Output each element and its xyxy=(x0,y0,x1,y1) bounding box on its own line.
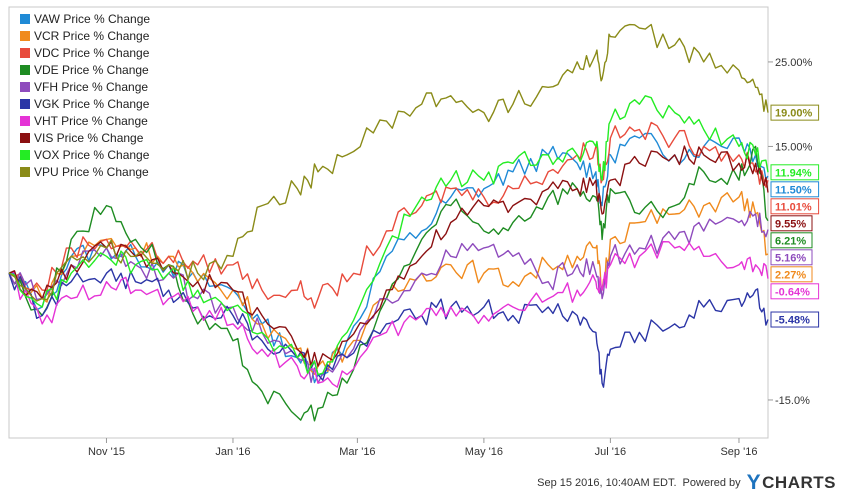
legend-swatch xyxy=(20,14,30,24)
legend-swatch xyxy=(20,99,30,109)
legend-swatch xyxy=(20,133,30,143)
end-label-vox: 11.94% xyxy=(770,164,820,181)
end-label-text: 11.50% xyxy=(775,184,812,196)
legend-item-vcr: VCR Price % Change xyxy=(20,29,150,43)
end-label-box xyxy=(770,249,813,266)
end-label-text: 19.00% xyxy=(775,108,813,120)
end-label-box xyxy=(770,266,813,283)
legend-label: VCR Price % Change xyxy=(34,29,150,43)
end-label-text: 6.21% xyxy=(775,235,806,247)
end-label-text: -5.48% xyxy=(775,315,810,327)
legend-item-vpu: VPU Price % Change xyxy=(20,165,149,179)
legend-item-vht: VHT Price % Change xyxy=(20,114,148,128)
legend-item-vfh: VFH Price % Change xyxy=(20,80,148,94)
end-label-vgk: -5.48% xyxy=(770,311,820,328)
legend-label: VGK Price % Change xyxy=(34,97,150,111)
end-label-box xyxy=(770,232,813,249)
end-label-text: 11.01% xyxy=(775,201,812,213)
end-label-box xyxy=(770,164,820,181)
series-line-vde xyxy=(8,145,769,422)
series-line-vis xyxy=(8,145,769,367)
end-label-vde: 6.21% xyxy=(770,232,813,249)
end-label-box xyxy=(770,283,820,300)
end-label-vfh: 5.16% xyxy=(770,249,813,266)
legend-item-vox: VOX Price % Change xyxy=(20,148,150,162)
legend-swatch xyxy=(20,150,30,160)
end-label-box xyxy=(770,215,813,232)
timestamp: Sep 15 2016, 10:40AM EDT. xyxy=(537,477,677,489)
legend-label: VPU Price % Change xyxy=(34,165,149,179)
x-tick-label: Mar '16 xyxy=(339,446,375,458)
end-label-text: 11.94% xyxy=(775,167,812,179)
powered-by-text: Powered by xyxy=(682,477,741,489)
series-line-vgk xyxy=(8,268,769,388)
legend-swatch xyxy=(20,167,30,177)
legend-label: VIS Price % Change xyxy=(34,131,144,145)
series-line-vht xyxy=(8,241,769,388)
ycharts-logo[interactable]: Y CHARTS xyxy=(747,471,836,495)
series-line-vdc xyxy=(8,121,769,309)
y-tick-label: -15.0% xyxy=(775,395,810,407)
end-label-text: -0.64% xyxy=(775,286,810,298)
ycharts-logo-y: Y xyxy=(746,471,762,494)
x-tick-label: Nov '15 xyxy=(88,446,125,458)
end-label-box xyxy=(770,311,820,328)
end-label-text: 9.55% xyxy=(775,218,806,230)
legend-label: VAW Price % Change xyxy=(34,12,150,26)
end-label-text: 5.16% xyxy=(775,252,806,264)
legend-swatch xyxy=(20,82,30,92)
end-label-vpu: 19.00% xyxy=(770,104,820,121)
legend-item-vde: VDE Price % Change xyxy=(20,63,149,77)
footer: Sep 15 2016, 10:40AM EDT. Powered by Y C… xyxy=(537,471,836,495)
legend-item-vdc: VDC Price % Change xyxy=(20,46,150,60)
end-label-vaw: 11.50% xyxy=(770,181,820,198)
series-line-vox xyxy=(8,95,769,376)
x-tick-label: May '16 xyxy=(465,446,503,458)
ycharts-logo-rest: CHARTS xyxy=(762,473,836,492)
legend-swatch xyxy=(20,65,30,75)
series-line-vpu xyxy=(8,23,769,302)
legend-swatch xyxy=(20,31,30,41)
legend-label: VOX Price % Change xyxy=(34,148,150,162)
x-tick-label: Sep '16 xyxy=(720,446,757,458)
end-label-vis: 9.55% xyxy=(770,215,813,232)
legend-item-vgk: VGK Price % Change xyxy=(20,97,150,111)
end-label-box xyxy=(770,181,820,198)
end-label-box xyxy=(770,198,820,215)
legend-label: VHT Price % Change xyxy=(34,114,148,128)
end-label-box xyxy=(770,104,820,121)
legend-swatch xyxy=(20,116,30,126)
end-label-vcr: 2.27% xyxy=(770,266,813,283)
legend-label: VDC Price % Change xyxy=(34,46,150,60)
legend-item-vaw: VAW Price % Change xyxy=(20,12,150,26)
y-tick-label: 15.00% xyxy=(775,141,813,153)
legend-swatch xyxy=(20,48,30,58)
end-label-text: 2.27% xyxy=(775,269,806,281)
legend-item-vis: VIS Price % Change xyxy=(20,131,144,145)
x-tick-label: Jul '16 xyxy=(595,446,626,458)
end-label-vdc: 11.01% xyxy=(770,198,820,215)
legend-label: VDE Price % Change xyxy=(34,63,149,77)
x-tick-label: Jan '16 xyxy=(215,446,250,458)
legend-label: VFH Price % Change xyxy=(34,80,148,94)
y-tick-label: 25.00% xyxy=(775,57,813,69)
end-label-vht: -0.64% xyxy=(770,283,820,300)
